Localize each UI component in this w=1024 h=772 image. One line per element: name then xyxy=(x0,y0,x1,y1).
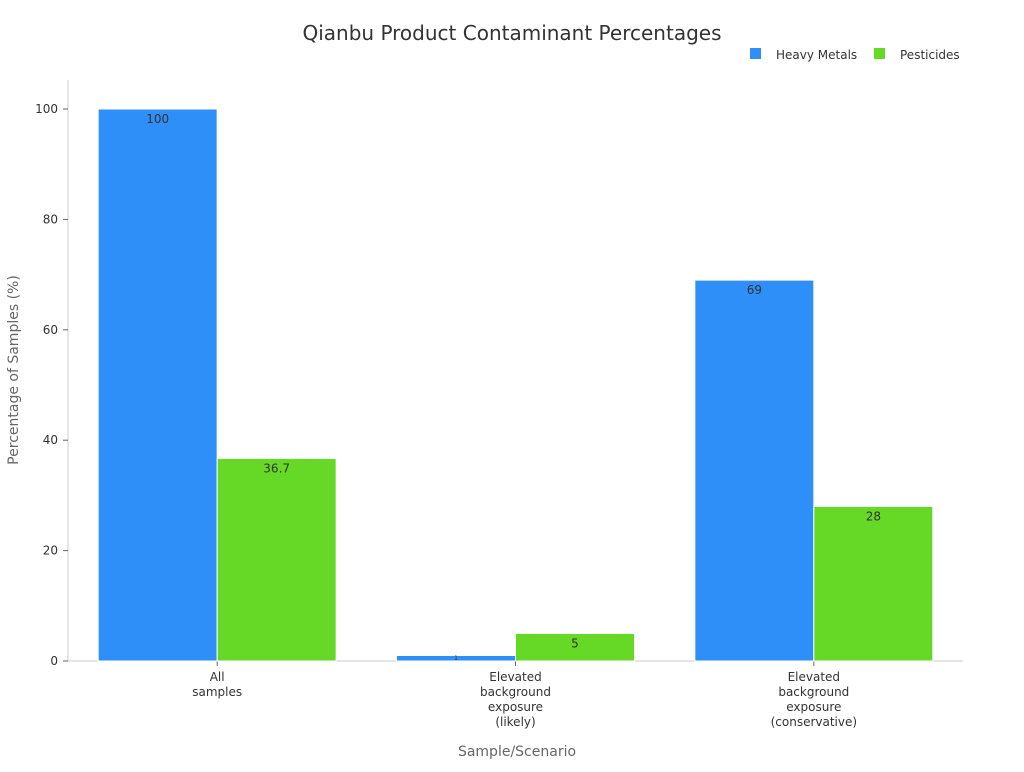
legend-swatch xyxy=(750,48,761,59)
data-label: 5 xyxy=(571,636,579,650)
x-tick-label: Elevated background exposure (conservative) xyxy=(771,670,857,729)
x-tick-label: All samples xyxy=(192,670,242,699)
legend-swatch xyxy=(874,48,885,59)
bar-pesticides xyxy=(216,457,337,662)
y-tick-label: 0 xyxy=(50,654,58,668)
data-label: 36.7 xyxy=(263,461,290,475)
bar-pesticides xyxy=(515,632,635,662)
y-tick-label: 80 xyxy=(43,212,58,226)
y-tick-label: 60 xyxy=(43,323,58,337)
x-tick-label: Elevated background exposure (likely) xyxy=(480,670,551,729)
data-label: 1 xyxy=(454,655,458,662)
y-axis-label: Percentage of Samples (%) xyxy=(6,275,22,465)
bar-heavy-metals xyxy=(694,279,815,662)
data-label: 69 xyxy=(747,283,762,297)
bar-pesticides xyxy=(813,505,934,662)
bar-heavy-metals xyxy=(97,108,218,662)
chart-title: Qianbu Product Contaminant Percentages xyxy=(302,21,721,45)
y-tick-label: 40 xyxy=(43,433,58,447)
legend-label: Pesticides xyxy=(900,48,960,62)
legend-label: Heavy Metals xyxy=(776,48,857,62)
data-label: 100 xyxy=(146,112,169,126)
y-tick-label: 100 xyxy=(35,102,58,116)
y-tick-label: 20 xyxy=(43,544,58,558)
data-label: 28 xyxy=(866,509,881,523)
x-axis-label: Sample/Scenario xyxy=(458,744,576,760)
